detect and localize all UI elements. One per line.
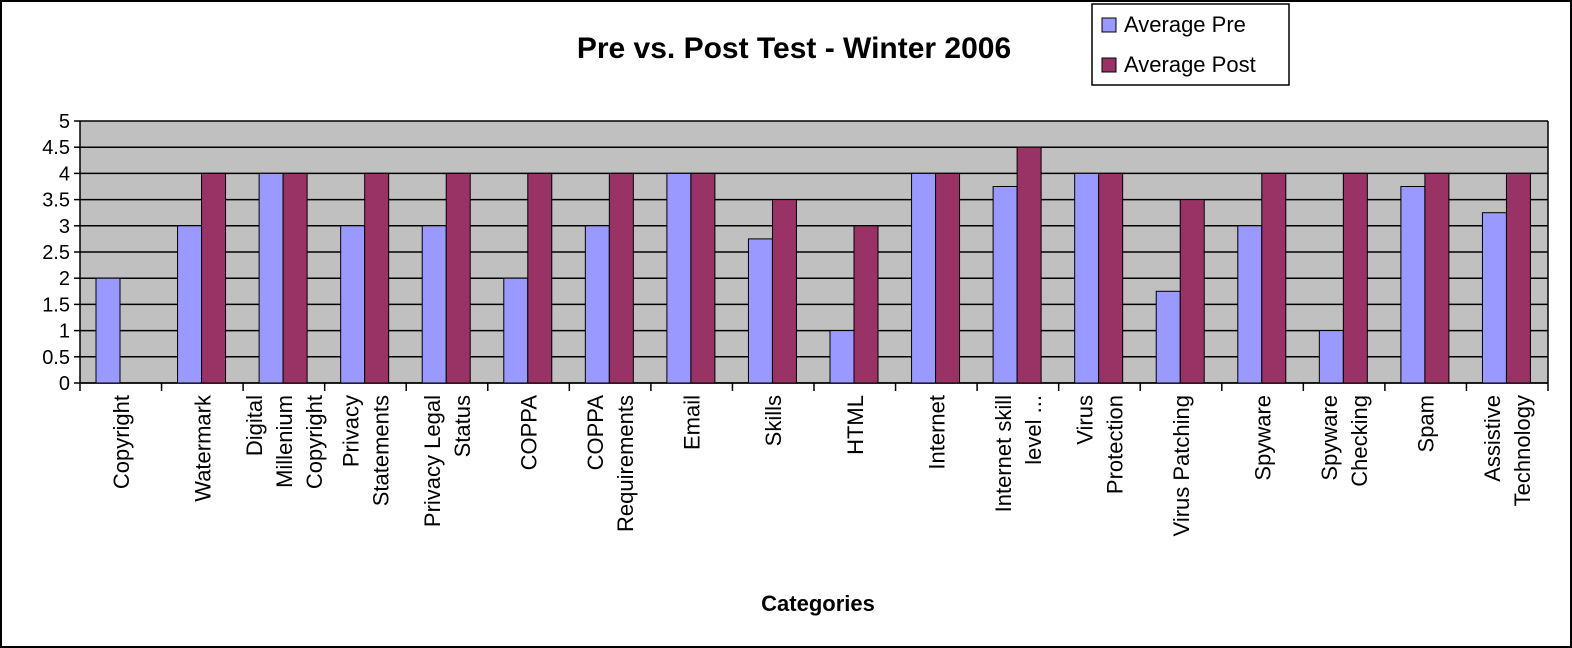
bar-average-pre <box>503 277 529 384</box>
bar-average-pre <box>421 225 447 384</box>
category-label: Assistive <box>1480 395 1505 482</box>
category-label: Email <box>680 395 705 450</box>
legend-label: Average Post <box>1124 52 1256 77</box>
bar-average-post <box>1179 199 1205 384</box>
category-label: Privacy Legal <box>420 395 445 527</box>
bar-average-post <box>282 172 308 384</box>
category-label-group: HTML <box>843 395 868 455</box>
bar-average-pre <box>829 330 855 384</box>
category-label: Status <box>450 395 475 457</box>
y-tick-label: 3.5 <box>42 190 70 212</box>
category-label: Internet skill <box>991 395 1016 512</box>
category-label: Digital <box>242 395 267 456</box>
bar-average-post <box>608 172 634 384</box>
category-label-group: Watermark <box>190 394 215 502</box>
bar-average-pre <box>95 277 121 384</box>
bar-average-pre <box>1400 186 1426 384</box>
category-label: Statements <box>368 395 393 506</box>
category-label: Virus Patching <box>1169 395 1194 536</box>
category-label-group: Virus Patching <box>1169 395 1194 536</box>
category-label-group: Spyware <box>1251 395 1276 481</box>
legend-box <box>1091 3 1290 86</box>
category-label-group: Skills <box>761 395 786 446</box>
bar-average-pre <box>911 172 937 384</box>
y-tick-label: 2 <box>59 268 70 290</box>
bar-average-pre <box>177 225 203 384</box>
bar-average-pre <box>992 186 1018 384</box>
category-label: Spyware <box>1317 395 1342 481</box>
bar-average-post <box>1342 172 1368 384</box>
bar-average-pre <box>584 225 610 384</box>
y-tick-label: 4.5 <box>42 137 70 159</box>
category-label: Copyright <box>302 395 327 489</box>
y-tick-label: 0 <box>59 373 70 395</box>
category-label-group: Email <box>680 395 705 450</box>
bar-average-pre <box>340 225 366 384</box>
category-label-group: Digital Millenium Copyright <box>242 395 327 489</box>
bar-average-pre <box>1318 330 1344 384</box>
bar-average-post <box>690 172 716 384</box>
category-label-group: Virus Protection <box>1072 395 1127 494</box>
bar-average-pre <box>747 238 773 384</box>
category-label: HTML <box>843 395 868 455</box>
category-label: Spam <box>1414 395 1439 452</box>
category-label-group: Spyware Checking <box>1317 395 1372 487</box>
category-label-group: COPPA Requirements <box>583 395 638 532</box>
y-tick-label: 5 <box>59 111 70 133</box>
y-tick-label: 0.5 <box>42 347 70 369</box>
category-label-group: Assistive Technology <box>1480 395 1535 506</box>
x-axis-title: Categories <box>761 591 875 616</box>
bar-average-post <box>1098 172 1124 384</box>
bar-average-post <box>1424 172 1450 384</box>
category-label: Internet <box>924 395 949 470</box>
bar-average-pre <box>258 172 284 384</box>
category-label: Spyware <box>1251 395 1276 481</box>
bar-average-post <box>1261 172 1287 384</box>
category-label: Millenium <box>272 395 297 488</box>
category-label-group: Internet skill level ... <box>991 395 1046 512</box>
bar-average-post <box>445 172 471 384</box>
bar-average-pre <box>666 172 692 384</box>
bar-average-post <box>364 172 390 384</box>
category-label-group: Privacy Legal Status <box>420 395 475 527</box>
category-label: COPPA <box>583 395 608 471</box>
category-label-group: Spam <box>1414 395 1439 452</box>
category-label-group: COPPA <box>517 395 542 471</box>
bar-average-pre <box>1481 212 1507 384</box>
legend-label: Average Pre <box>1124 12 1246 37</box>
category-label: Copyright <box>109 395 134 489</box>
category-label: Virus <box>1072 395 1097 445</box>
bar-average-pre <box>1237 225 1263 384</box>
category-label-group: Privacy Statements <box>338 395 393 506</box>
bar-average-post <box>201 172 227 384</box>
category-label: Privacy <box>338 395 363 467</box>
bar-average-post <box>527 172 553 384</box>
category-label: Watermark <box>190 394 215 502</box>
category-label: Checking <box>1347 395 1372 487</box>
category-label: level ... <box>1021 395 1046 465</box>
category-label-group: Copyright <box>109 395 134 489</box>
category-label: COPPA <box>517 395 542 471</box>
y-tick-label: 1 <box>59 321 70 343</box>
category-label: Technology <box>1510 395 1535 506</box>
y-tick-label: 3 <box>59 216 70 238</box>
y-tick-label: 2.5 <box>42 242 70 264</box>
y-tick-label: 1.5 <box>42 294 70 316</box>
bar-average-post <box>853 225 879 384</box>
category-label-group: Internet <box>924 395 949 470</box>
category-label: Requirements <box>613 395 638 532</box>
bar-average-post <box>771 199 797 384</box>
y-tick-label: 4 <box>59 163 70 185</box>
bar-average-pre <box>1074 172 1100 384</box>
legend-swatch <box>1101 17 1117 33</box>
legend-swatch <box>1101 57 1117 73</box>
category-label: Skills <box>761 395 786 446</box>
bar-average-post <box>935 172 961 384</box>
chart-title: Pre vs. Post Test - Winter 2006 <box>577 32 1011 65</box>
bar-average-post <box>1016 146 1042 384</box>
category-label: Protection <box>1102 395 1127 494</box>
bar-average-pre <box>1155 290 1181 384</box>
bar-average-post <box>1505 172 1531 384</box>
